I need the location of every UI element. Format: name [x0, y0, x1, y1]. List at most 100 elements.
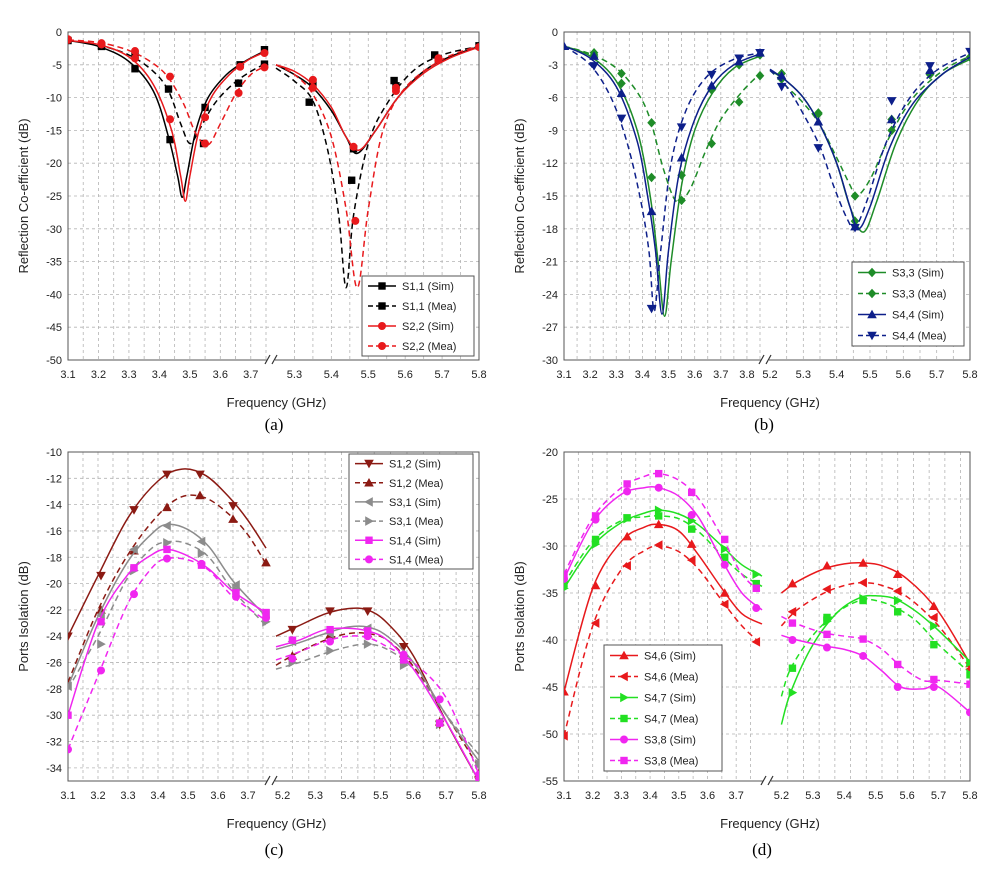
data-point: [859, 652, 867, 660]
x-tick-label: 5.8: [471, 369, 486, 381]
legend-label: S1,1 (Sim): [402, 281, 454, 293]
data-point: [688, 489, 695, 496]
x-tick-label: 5.8: [962, 369, 977, 381]
data-point: [752, 604, 760, 612]
data-point: [309, 76, 317, 84]
x-tick-label: 5.6: [398, 369, 413, 381]
x-tick-label: 5.7: [439, 790, 454, 802]
y-tick-label: -15: [46, 125, 62, 137]
data-point: [930, 683, 938, 691]
legend-label: S3,8 (Sim): [644, 735, 696, 747]
legend-swatch-marker: [378, 342, 386, 350]
data-point: [475, 770, 483, 778]
x-tick-label: 3.1: [60, 369, 75, 381]
y-tick-label: -12: [542, 158, 558, 170]
x-tick-label: 5.4: [340, 790, 355, 802]
data-point: [364, 632, 372, 640]
x-tick-label: 3.6: [687, 369, 702, 381]
legend-label: S1,4 (Sim): [389, 535, 441, 547]
data-point: [688, 525, 695, 532]
data-point: [131, 65, 138, 72]
data-point: [166, 115, 174, 123]
data-point: [592, 536, 599, 543]
data-point: [351, 217, 359, 225]
data-point: [166, 73, 174, 81]
data-point: [894, 608, 901, 615]
data-point: [721, 536, 728, 543]
x-tick-label: 5.6: [899, 790, 914, 802]
x-tick-label: 3.7: [243, 369, 258, 381]
x-tick-label: 5.8: [962, 790, 977, 802]
legend-label: S4,6 (Sim): [644, 651, 696, 663]
x-tick-label: 5.5: [862, 369, 877, 381]
figure-canvas: 0-5-10-15-20-25-30-35-40-45-503.1 3.2 3.3 3…: [0, 0, 1005, 871]
y-tick-label: -34: [46, 763, 62, 775]
y-tick-label: -9: [548, 125, 558, 137]
data-point: [436, 719, 443, 726]
x-tick-label: 3.7: [713, 369, 728, 381]
y-axis-title: Ports Isolation (dB): [16, 561, 31, 672]
legend-label: S3,3 (Mea): [892, 289, 946, 301]
y-tick-label: -25: [46, 191, 62, 203]
legend-label: S1,4 (Mea): [389, 554, 443, 566]
y-tick-label: -12: [46, 473, 62, 485]
x-tick-label: 5.2: [762, 369, 777, 381]
y-tick-label: -26: [46, 658, 62, 670]
y-tick-label: -20: [46, 158, 62, 170]
data-point: [350, 143, 358, 151]
x-tick-label: 3.4: [635, 369, 650, 381]
data-point: [198, 560, 206, 568]
legend-label: S3,3 (Sim): [892, 268, 944, 280]
x-tick-label: 5.3: [308, 790, 323, 802]
data-point: [400, 651, 408, 659]
x-tick-label: 3.7: [240, 790, 255, 802]
y-tick-label: -20: [46, 579, 62, 591]
y-tick-label: -21: [542, 257, 558, 269]
x-tick-label: 3.3: [121, 369, 136, 381]
legend-swatch-marker: [620, 757, 627, 764]
legend-label: S1,2 (Sim): [389, 459, 441, 471]
data-point: [262, 614, 270, 622]
y-tick-label: -14: [46, 500, 62, 512]
data-point: [966, 671, 973, 678]
x-tick-label: 3.3: [614, 790, 629, 802]
data-point: [592, 512, 599, 519]
y-tick-label: -35: [542, 588, 558, 600]
x-tick-label: 5.7: [434, 369, 449, 381]
data-point: [789, 619, 796, 626]
data-point: [260, 63, 268, 71]
x-tick-label: 5.4: [829, 369, 844, 381]
x-tick-label: 5.7: [929, 369, 944, 381]
chart-panel-b: 0-3-6-9-12-15-18-21-24-27-303.1 3.2 3.3 3.4…: [512, 27, 978, 434]
x-tick-label: 3.6: [210, 790, 225, 802]
x-tick-label: 3.4: [152, 369, 167, 381]
y-tick-label: -30: [542, 355, 558, 367]
legend-label: S1,1 (Mea): [402, 301, 456, 313]
legend-label: S2,2 (Sim): [402, 321, 454, 333]
data-point: [859, 597, 866, 604]
x-tick-label: 5.3: [287, 369, 302, 381]
data-point: [64, 36, 72, 44]
data-point: [966, 708, 974, 716]
x-tick-label: 5.6: [896, 369, 911, 381]
x-tick-label: 3.5: [661, 369, 676, 381]
data-point: [165, 85, 172, 92]
chart-panel-a: 0 -5 -10 -15 -20 -25 -30 -35 -40 -45 -50 3.1 3.2 3.3 3…: [16, 27, 487, 434]
y-tick-label: -18: [46, 552, 62, 564]
data-point: [97, 618, 104, 625]
data-point: [623, 480, 630, 487]
data-point: [130, 590, 138, 598]
legend: S4,6 (Sim) S4,6 (Mea) S4,7 (Sim) S4,7 (Mea)…: [604, 645, 722, 771]
x-tick-label: 5.3: [805, 790, 820, 802]
x-tick-label: 5.5: [868, 790, 883, 802]
legend-label: S4,7 (Mea): [644, 714, 698, 726]
data-point: [655, 470, 662, 477]
panel-label: (d): [752, 840, 772, 859]
y-tick-label: -15: [542, 191, 558, 203]
x-tick-label: 3.2: [585, 790, 600, 802]
x-tick-label: 3.4: [150, 790, 165, 802]
data-point: [98, 39, 106, 47]
data-point: [163, 555, 171, 563]
panel-label: (a): [265, 415, 284, 434]
legend-swatch-marker: [620, 715, 627, 722]
